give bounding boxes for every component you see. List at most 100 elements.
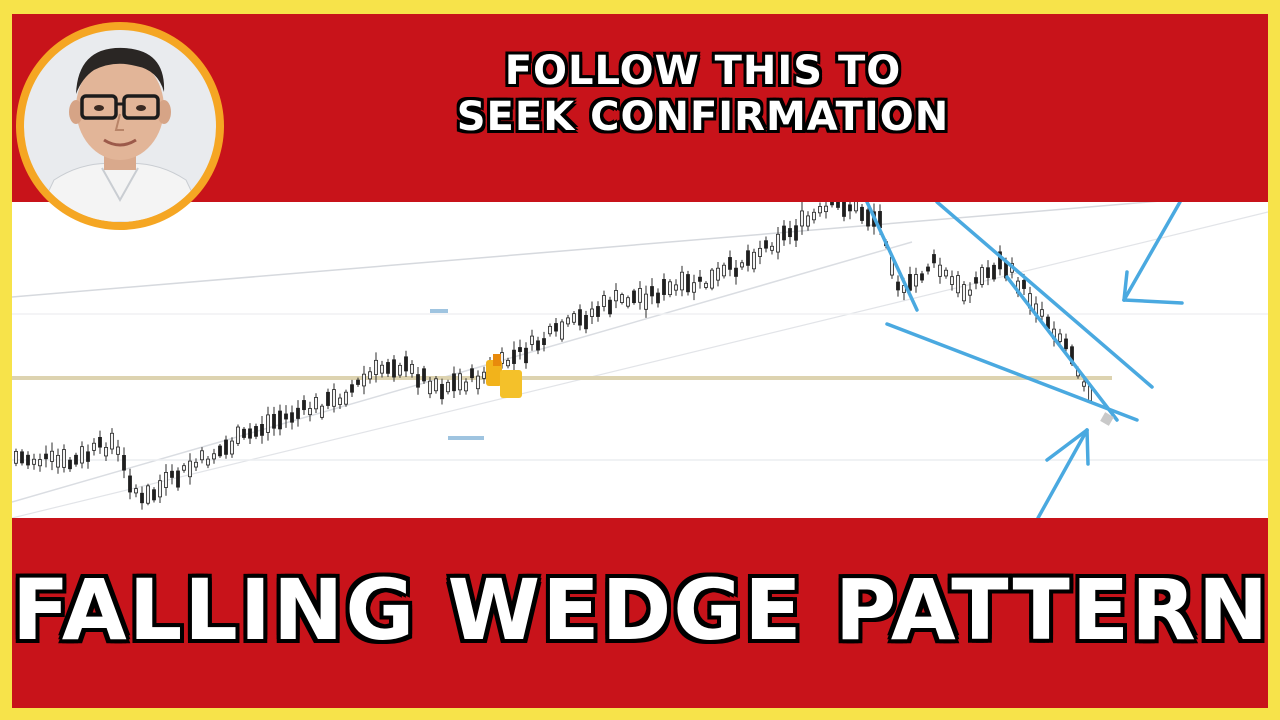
candle-body bbox=[470, 368, 474, 379]
candle-body bbox=[386, 362, 390, 374]
candle-body bbox=[950, 276, 954, 285]
candle-body bbox=[194, 461, 198, 468]
candle-body bbox=[212, 453, 216, 460]
headline-line-2: SEEK CONFIRMATION bbox=[456, 94, 950, 140]
candle-body bbox=[650, 286, 654, 297]
candle-body bbox=[836, 202, 840, 208]
candle-body bbox=[590, 308, 594, 317]
candle-body bbox=[344, 391, 348, 405]
candle-body bbox=[986, 267, 990, 278]
candle-body bbox=[482, 371, 486, 379]
candle-body bbox=[734, 267, 738, 277]
candle-body bbox=[782, 225, 786, 241]
candle-body bbox=[128, 475, 132, 493]
avatar bbox=[16, 22, 224, 230]
candle-body bbox=[242, 428, 246, 438]
price-chart bbox=[12, 202, 1268, 518]
candle-body bbox=[62, 449, 66, 468]
candle-body bbox=[932, 254, 936, 264]
candle-body bbox=[944, 269, 948, 277]
trend-line-middle bbox=[12, 241, 913, 503]
candle-body bbox=[668, 281, 672, 296]
headline-line-1: FOLLOW THIS TO bbox=[504, 48, 902, 94]
candle-body bbox=[332, 389, 336, 407]
candle-body bbox=[920, 273, 924, 281]
candle-body bbox=[452, 373, 456, 392]
candle-body bbox=[164, 471, 168, 488]
candle-body bbox=[842, 202, 846, 217]
candle-body bbox=[356, 379, 360, 385]
candle-body bbox=[122, 455, 126, 471]
candle-body bbox=[710, 269, 714, 289]
candle-body bbox=[644, 293, 648, 310]
candle-body bbox=[314, 397, 318, 410]
candle-body bbox=[896, 281, 900, 291]
candle-body bbox=[656, 292, 660, 304]
candle-body bbox=[722, 264, 726, 277]
candle-body bbox=[260, 424, 264, 436]
candle-body bbox=[908, 274, 912, 291]
candle-body bbox=[1082, 381, 1086, 387]
candle-body bbox=[368, 371, 372, 380]
candle-body bbox=[80, 446, 84, 464]
candle-body bbox=[374, 359, 378, 375]
candle-body bbox=[218, 445, 222, 457]
candle-body bbox=[428, 380, 432, 395]
candle-body bbox=[776, 233, 780, 253]
candle-body bbox=[848, 204, 852, 212]
candle-body bbox=[662, 279, 666, 295]
candle-body bbox=[284, 413, 288, 420]
candle-body bbox=[794, 225, 798, 241]
chart-label-marker bbox=[430, 309, 448, 313]
candle-body bbox=[326, 391, 330, 406]
candle-body bbox=[32, 458, 36, 465]
wedge-stroke bbox=[865, 202, 919, 312]
candle-body bbox=[542, 338, 546, 345]
candle-body bbox=[290, 412, 294, 423]
chart-screenshot bbox=[12, 202, 1268, 518]
candle-body bbox=[464, 381, 468, 392]
candle-body bbox=[608, 299, 612, 315]
candle-body bbox=[320, 405, 324, 418]
candle-body bbox=[626, 297, 630, 307]
candle-body bbox=[104, 446, 108, 457]
candle-body bbox=[560, 321, 564, 340]
candle-body bbox=[1022, 279, 1026, 289]
candle-body bbox=[716, 267, 720, 281]
price-marker bbox=[1100, 412, 1114, 426]
candle-body bbox=[446, 381, 450, 393]
candle-body bbox=[584, 314, 588, 330]
candle-body bbox=[938, 264, 942, 277]
candle-body bbox=[596, 306, 600, 317]
candle-body bbox=[152, 489, 156, 501]
candle-body bbox=[44, 453, 48, 460]
candle-body bbox=[140, 492, 144, 504]
candle-body bbox=[110, 432, 114, 450]
candle-body bbox=[860, 206, 864, 221]
candle-body bbox=[752, 251, 756, 270]
candle-body bbox=[638, 288, 642, 303]
candle-body bbox=[602, 295, 606, 307]
candle-body bbox=[350, 384, 354, 393]
candle-body bbox=[38, 459, 42, 467]
candle-body bbox=[1064, 338, 1068, 350]
candle-body bbox=[854, 202, 858, 212]
candle-body bbox=[422, 368, 426, 382]
candle-body bbox=[740, 262, 744, 268]
candle-body bbox=[50, 450, 54, 462]
candle-body bbox=[620, 294, 624, 303]
candle-body bbox=[812, 211, 816, 221]
candle-body bbox=[92, 442, 96, 451]
candle-body bbox=[1058, 333, 1062, 342]
candle-body bbox=[206, 458, 210, 466]
candlesticks bbox=[14, 202, 1092, 510]
candle-body bbox=[998, 251, 1002, 270]
candle-body bbox=[770, 245, 774, 251]
candle-body bbox=[182, 465, 186, 471]
wedge-stroke bbox=[1005, 275, 1119, 422]
candle-body bbox=[800, 210, 804, 227]
candle-body bbox=[698, 276, 702, 282]
candle-body bbox=[278, 410, 282, 430]
candle-body bbox=[974, 277, 978, 284]
